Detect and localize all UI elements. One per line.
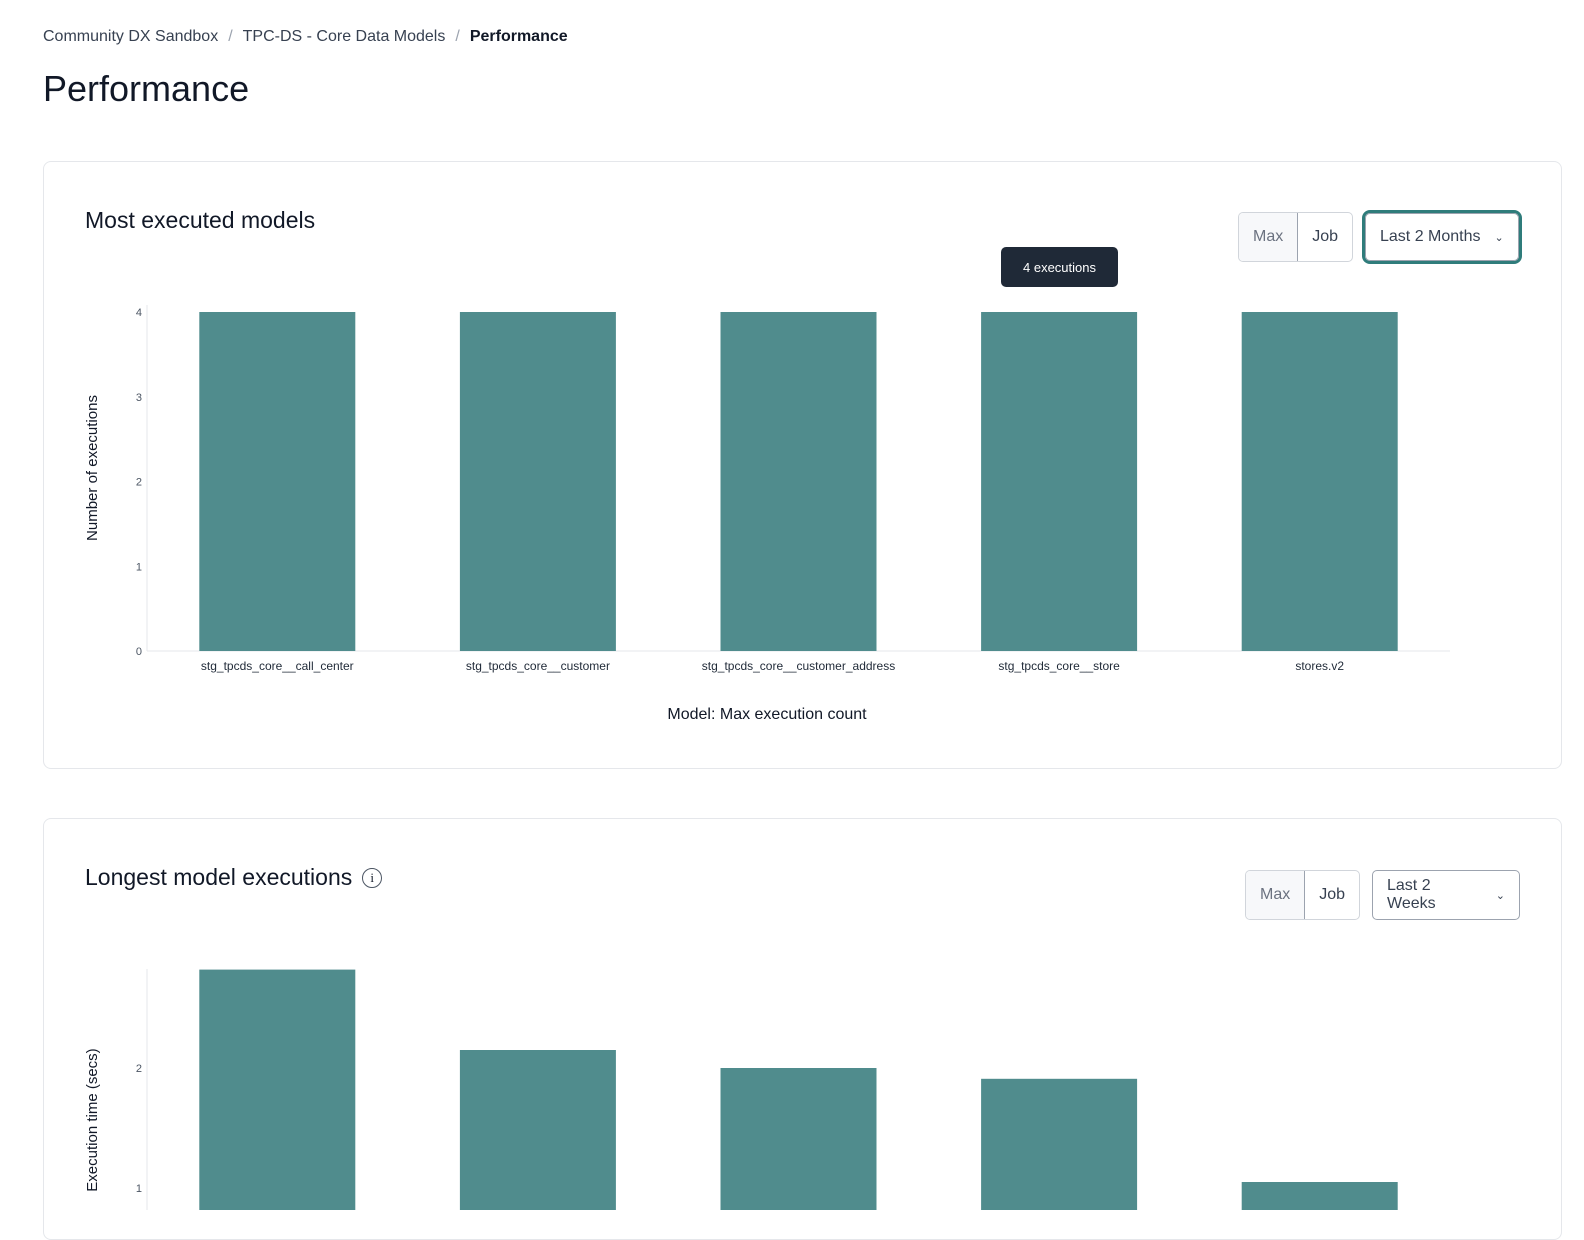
card-title-wrap: Longest model executions i <box>85 864 383 891</box>
toggle-job[interactable]: Job <box>1304 871 1360 919</box>
bar-tooltip: 4 executions <box>1001 247 1118 287</box>
card-title: Longest model executions <box>85 864 353 890</box>
breadcrumb-link[interactable]: TPC-DS - Core Data Models <box>242 28 446 45</box>
card-title: Most executed models <box>85 207 316 233</box>
toggle-job[interactable]: Job <box>1297 213 1353 261</box>
breadcrumb: Community DX Sandbox / TPC-DS - Core Data… <box>43 28 568 45</box>
range-dropdown[interactable]: Last 2 Months ⌄ <box>1365 213 1519 261</box>
breadcrumb-link[interactable]: Community DX Sandbox <box>43 28 219 45</box>
chevron-down-icon: ⌄ <box>1495 889 1505 902</box>
page-title: Performance <box>43 68 250 109</box>
range-value: Last 2 Weeks <box>1387 877 1436 912</box>
toggle-max[interactable]: Max <box>1246 871 1305 919</box>
range-value: Last 2 Months <box>1380 228 1481 245</box>
breadcrumb-current: Performance <box>469 28 568 45</box>
max-job-toggle: Max Job <box>1245 870 1361 920</box>
range-dropdown[interactable]: Last 2 Weeks ⌄ <box>1372 870 1520 920</box>
toggle-max[interactable]: Max <box>1239 213 1298 261</box>
max-job-toggle: Max Job <box>1238 212 1354 262</box>
info-icon[interactable]: i <box>362 867 383 888</box>
chevron-down-icon: ⌄ <box>1494 231 1504 244</box>
